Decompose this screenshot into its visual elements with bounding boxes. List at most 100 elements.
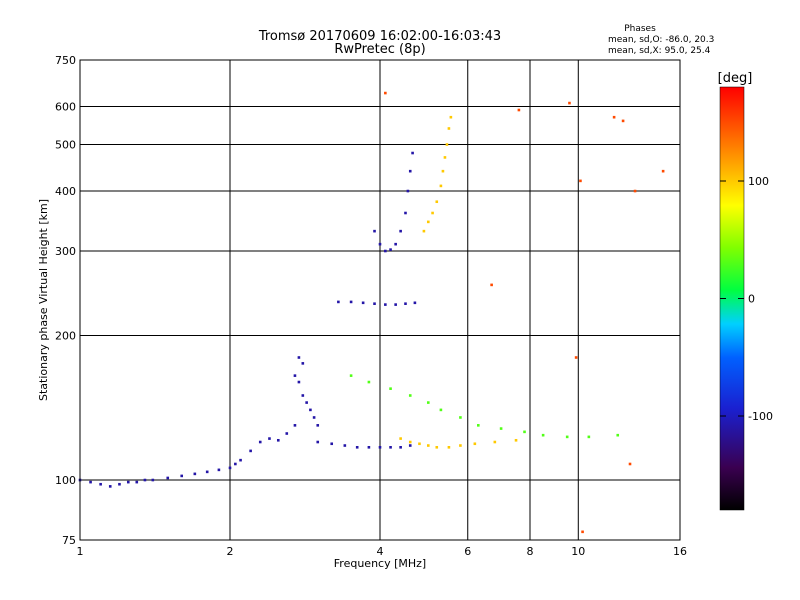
x-tick-label: 16 (673, 545, 687, 558)
data-point (361, 301, 365, 305)
y-tick-label: 200 (55, 330, 76, 343)
data-point (612, 115, 616, 119)
data-point (89, 480, 92, 484)
data-point (343, 444, 347, 447)
data-point (411, 151, 414, 155)
data-point (408, 440, 412, 444)
data-point (447, 446, 451, 449)
data-point (312, 416, 316, 419)
data-point (413, 301, 417, 305)
data-point (404, 211, 407, 215)
data-point (373, 229, 376, 233)
colorbar-tick-label: 100 (748, 175, 769, 188)
data-point (349, 374, 353, 377)
data-point (408, 394, 412, 397)
data-point (435, 446, 439, 449)
data-point (268, 437, 271, 440)
data-point (316, 440, 320, 444)
data-point (378, 446, 382, 449)
data-point (389, 446, 392, 449)
data-point (523, 430, 526, 434)
data-point (126, 480, 130, 484)
x-tick-label: 8 (527, 545, 534, 558)
data-point (517, 108, 521, 112)
colorbar-tick-label: -100 (748, 410, 773, 423)
data-point (330, 442, 334, 446)
data-point (459, 444, 462, 447)
data-point (426, 401, 430, 404)
data-point (568, 101, 571, 105)
y-tick-label: 100 (55, 474, 76, 487)
data-point (384, 249, 387, 253)
data-point (118, 482, 121, 486)
data-point (408, 169, 412, 173)
x-tick-label: 10 (571, 545, 585, 558)
data-point (337, 300, 340, 304)
y-tick-label: 75 (62, 534, 76, 547)
data-point (180, 474, 184, 478)
info-x-mode: mean, sd,X: 95.0, 25.4 (608, 46, 711, 56)
data-point (205, 470, 209, 474)
axis-ticks: 1 2 4 6 8 10 16 75 100 200 300 400 500 600 750 (55, 54, 687, 558)
data-point (404, 302, 407, 305)
data-point (574, 356, 578, 359)
data-point (581, 530, 584, 534)
data-point (431, 211, 434, 215)
colorbar-ticks: 100 0 -100 (720, 175, 773, 423)
grid-lines (80, 60, 680, 540)
data-point (239, 458, 242, 462)
y-tick-label: 400 (55, 185, 76, 198)
data-point (135, 480, 139, 484)
data-point (301, 362, 305, 365)
data-point (305, 401, 308, 404)
data-point (193, 472, 197, 476)
data-point (108, 485, 112, 488)
data-point (443, 156, 447, 159)
colorbar-tick-label: 0 (748, 293, 755, 306)
data-point (143, 478, 147, 482)
info-o-mode: mean, sd,O: -86.0, 20.3 (608, 35, 714, 45)
data-point (459, 416, 462, 419)
data-point (616, 433, 620, 437)
data-point (389, 387, 392, 390)
data-point (628, 462, 632, 466)
x-axis-label: Frequency [MHz] (334, 557, 426, 570)
data-point (301, 394, 305, 397)
data-point (99, 482, 102, 486)
data-point (441, 169, 445, 173)
data-point (426, 444, 430, 447)
data-point (445, 143, 449, 146)
data-point (633, 189, 637, 193)
info-title: Phases (624, 24, 656, 34)
data-point (276, 438, 280, 442)
data-point (367, 446, 371, 449)
data-point (249, 449, 252, 453)
data-point (435, 200, 439, 204)
data-point (151, 478, 155, 482)
data-point (439, 408, 443, 412)
data-point (309, 408, 312, 412)
data-point (493, 440, 497, 444)
data-point (367, 380, 371, 384)
data-point (477, 424, 480, 427)
data-point (621, 119, 625, 123)
data-point (449, 115, 453, 119)
data-point (394, 242, 397, 246)
data-point (228, 466, 232, 470)
data-point (378, 242, 382, 246)
data-point (297, 380, 301, 384)
y-tick-label: 500 (55, 139, 76, 152)
data-point (258, 440, 262, 444)
data-point (587, 435, 591, 439)
data-point (565, 435, 569, 439)
data-point (426, 220, 430, 224)
chart-subtitle: RwPretec (8p) (334, 42, 425, 57)
data-point (499, 427, 503, 430)
data-points (78, 91, 665, 534)
data-point (234, 462, 237, 466)
data-point (285, 432, 289, 435)
data-point (514, 438, 518, 442)
data-point (349, 300, 353, 304)
chart-title: Tromsø 20170609 16:02:00-16:03:43 (258, 29, 501, 44)
data-point (166, 476, 170, 480)
